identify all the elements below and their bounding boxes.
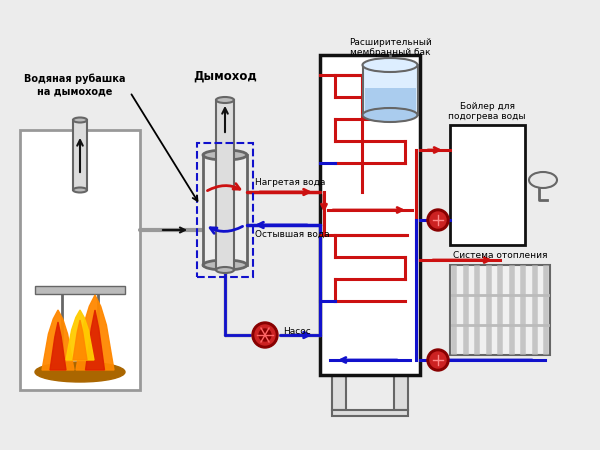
Bar — [203, 155, 247, 265]
Polygon shape — [76, 295, 114, 370]
Ellipse shape — [203, 260, 247, 270]
Bar — [216, 100, 234, 270]
Circle shape — [427, 349, 449, 371]
Text: Дымоход: Дымоход — [193, 70, 257, 83]
Ellipse shape — [203, 150, 247, 160]
Polygon shape — [66, 310, 94, 360]
Bar — [332, 375, 346, 410]
Bar — [365, 88, 416, 113]
Bar — [20, 130, 140, 390]
Polygon shape — [42, 310, 74, 370]
Bar — [197, 143, 253, 277]
Bar — [332, 410, 408, 416]
Bar — [450, 265, 550, 355]
Polygon shape — [73, 320, 87, 360]
Ellipse shape — [362, 108, 418, 122]
Ellipse shape — [216, 97, 234, 103]
Text: Остывшая вода: Остывшая вода — [255, 230, 329, 239]
Ellipse shape — [35, 362, 125, 382]
Bar — [450, 125, 525, 245]
Text: Насос: Насос — [283, 328, 311, 337]
Bar — [73, 120, 87, 190]
Circle shape — [259, 329, 271, 341]
Bar — [35, 286, 125, 294]
Polygon shape — [86, 310, 104, 370]
Circle shape — [430, 212, 446, 228]
Ellipse shape — [362, 58, 418, 72]
Ellipse shape — [216, 267, 234, 273]
Circle shape — [252, 322, 278, 348]
Ellipse shape — [529, 172, 557, 188]
Circle shape — [430, 352, 446, 368]
Text: Бойлер для
подогрева воды: Бойлер для подогрева воды — [448, 102, 526, 121]
Bar — [363, 65, 418, 115]
Text: Система отопления: Система отопления — [453, 251, 547, 260]
Bar — [320, 55, 420, 375]
Circle shape — [427, 209, 449, 231]
Text: Расширительный
мембранный бак: Расширительный мембранный бак — [349, 38, 431, 57]
Bar — [394, 375, 408, 410]
Text: Нагретая вода: Нагретая вода — [255, 178, 325, 187]
Text: Водяная рубашка
на дымоходе: Водяная рубашка на дымоходе — [24, 74, 126, 96]
Circle shape — [255, 325, 275, 345]
Ellipse shape — [73, 188, 87, 193]
Ellipse shape — [73, 117, 87, 122]
Polygon shape — [50, 322, 66, 370]
